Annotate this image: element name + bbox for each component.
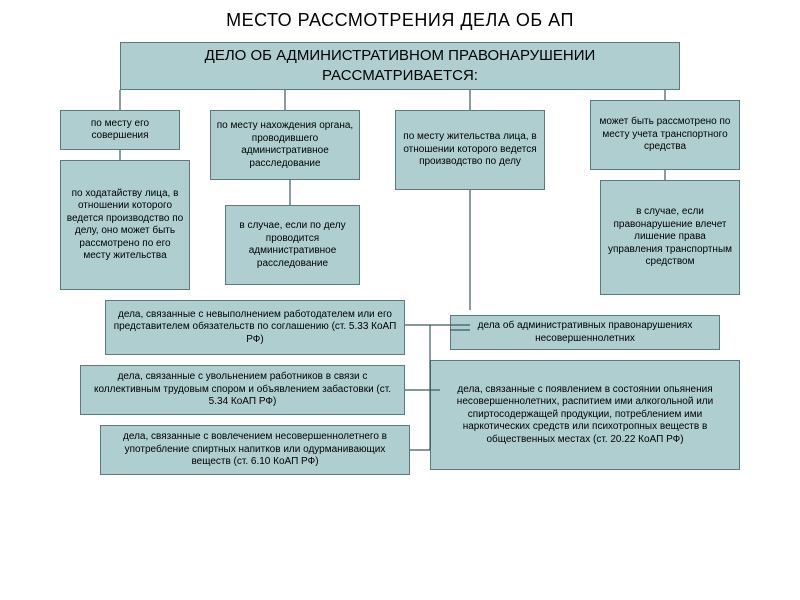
r2-b: в случае, если по делу проводится админи…	[225, 205, 360, 285]
r3-right2-text: дела, связанные с появлением в состоянии…	[436, 384, 734, 447]
r1-a-text: по месту его совершения	[66, 118, 174, 143]
r1-c-text: по месту жительства лица, в отношении ко…	[401, 131, 539, 169]
r3-left2: дела, связанные с увольнением работников…	[80, 365, 405, 415]
page-title: МЕСТО РАССМОТРЕНИЯ ДЕЛА ОБ АП	[0, 0, 800, 37]
r1-d: может быть рассмотрено по месту учета тр…	[590, 100, 740, 170]
r3-right1-text: дела об административных правонарушениях…	[456, 320, 714, 345]
r2-d-text: в случае, если правонарушение влечет лиш…	[606, 206, 734, 269]
r1-c: по месту жительства лица, в отношении ко…	[395, 110, 545, 190]
r1-d-text: может быть рассмотрено по месту учета тр…	[596, 116, 734, 154]
r3-left2-text: дела, связанные с увольнением работников…	[86, 371, 399, 409]
r1-b-text: по месту нахождения органа, проводившего…	[216, 120, 354, 170]
r2-a: по ходатайству лица, в отношении которог…	[60, 160, 190, 290]
header-box: ДЕЛО ОБ АДМИНИСТРАТИВНОМ ПРАВОНАРУШЕНИИ …	[120, 42, 680, 90]
r3-right1: дела об административных правонарушениях…	[450, 315, 720, 350]
r3-left3-text: дела, связанные с вовлечением несовершен…	[106, 431, 404, 469]
r1-b: по месту нахождения органа, проводившего…	[210, 110, 360, 180]
r3-left3: дела, связанные с вовлечением несовершен…	[100, 425, 410, 475]
r3-left1: дела, связанные с невыполнением работода…	[105, 300, 405, 355]
r1-a: по месту его совершения	[60, 110, 180, 150]
r2-a-text: по ходатайству лица, в отношении которог…	[66, 188, 184, 263]
header-text: ДЕЛО ОБ АДМИНИСТРАТИВНОМ ПРАВОНАРУШЕНИИ …	[127, 46, 673, 87]
r2-d: в случае, если правонарушение влечет лиш…	[600, 180, 740, 295]
r3-left1-text: дела, связанные с невыполнением работода…	[111, 309, 399, 347]
r3-right2: дела, связанные с появлением в состоянии…	[430, 360, 740, 470]
r2-b-text: в случае, если по делу проводится админи…	[231, 220, 354, 270]
